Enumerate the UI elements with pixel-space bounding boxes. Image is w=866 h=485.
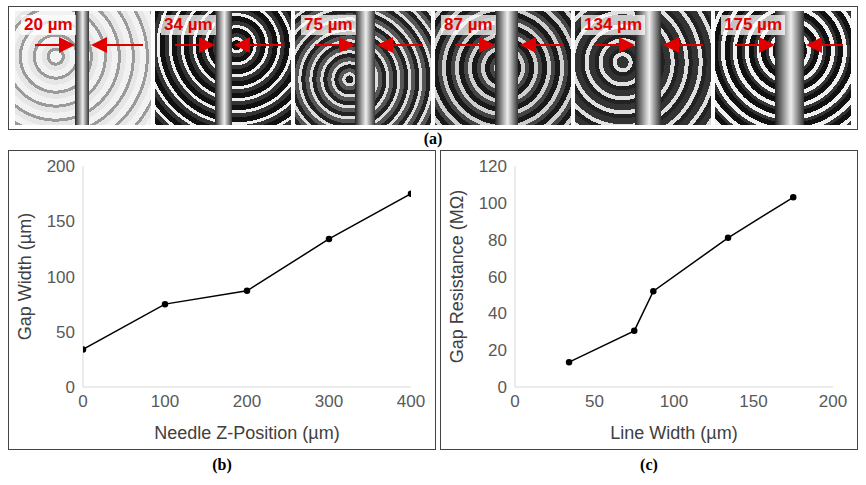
svg-text:Gap Resistance (MΩ): Gap Resistance (MΩ) [447,190,467,364]
html-text:134 µm: 134 µm [584,15,642,34]
svg-text:60: 60 [488,268,507,287]
svg-text:80: 80 [488,231,507,250]
html-text:(a): (a) [423,130,443,147]
html-text:75 µm: 75 µm [304,15,353,34]
svg-text:0: 0 [498,378,507,397]
html-text:87 µm: 87 µm [444,15,493,34]
svg-text:150: 150 [739,392,767,411]
svg-text:300: 300 [315,392,343,411]
html-text:175 µm: 175 µm [724,15,782,34]
html-text:34 µm: 34 µm [164,15,213,34]
svg-text:100: 100 [47,268,75,287]
svg-text:50: 50 [585,392,604,411]
html-text:20 µm: 20 µm [24,15,73,34]
svg-text:400: 400 [397,392,425,411]
html-text:(c): (c) [640,456,658,473]
svg-text:200: 200 [47,157,75,176]
svg-text:150: 150 [47,212,75,231]
svg-text:50: 50 [56,323,75,342]
svg-text:100: 100 [479,194,507,213]
svg-text:120: 120 [479,157,507,176]
svg-text:100: 100 [660,392,688,411]
svg-text:Gap Width (µm): Gap Width (µm) [15,213,35,340]
svg-text:200: 200 [233,392,261,411]
svg-text:Needle Z-Position (µm): Needle Z-Position (µm) [154,423,339,443]
svg-text:0: 0 [510,392,519,411]
html-text:(b): (b) [212,456,232,473]
svg-text:20: 20 [488,341,507,360]
svg-text:Line Width (µm): Line Width (µm) [610,423,737,443]
svg-text:0: 0 [66,378,75,397]
svg-text:40: 40 [488,304,507,323]
svg-text:0: 0 [78,392,87,411]
svg-text:100: 100 [151,392,179,411]
svg-text:200: 200 [819,392,847,411]
